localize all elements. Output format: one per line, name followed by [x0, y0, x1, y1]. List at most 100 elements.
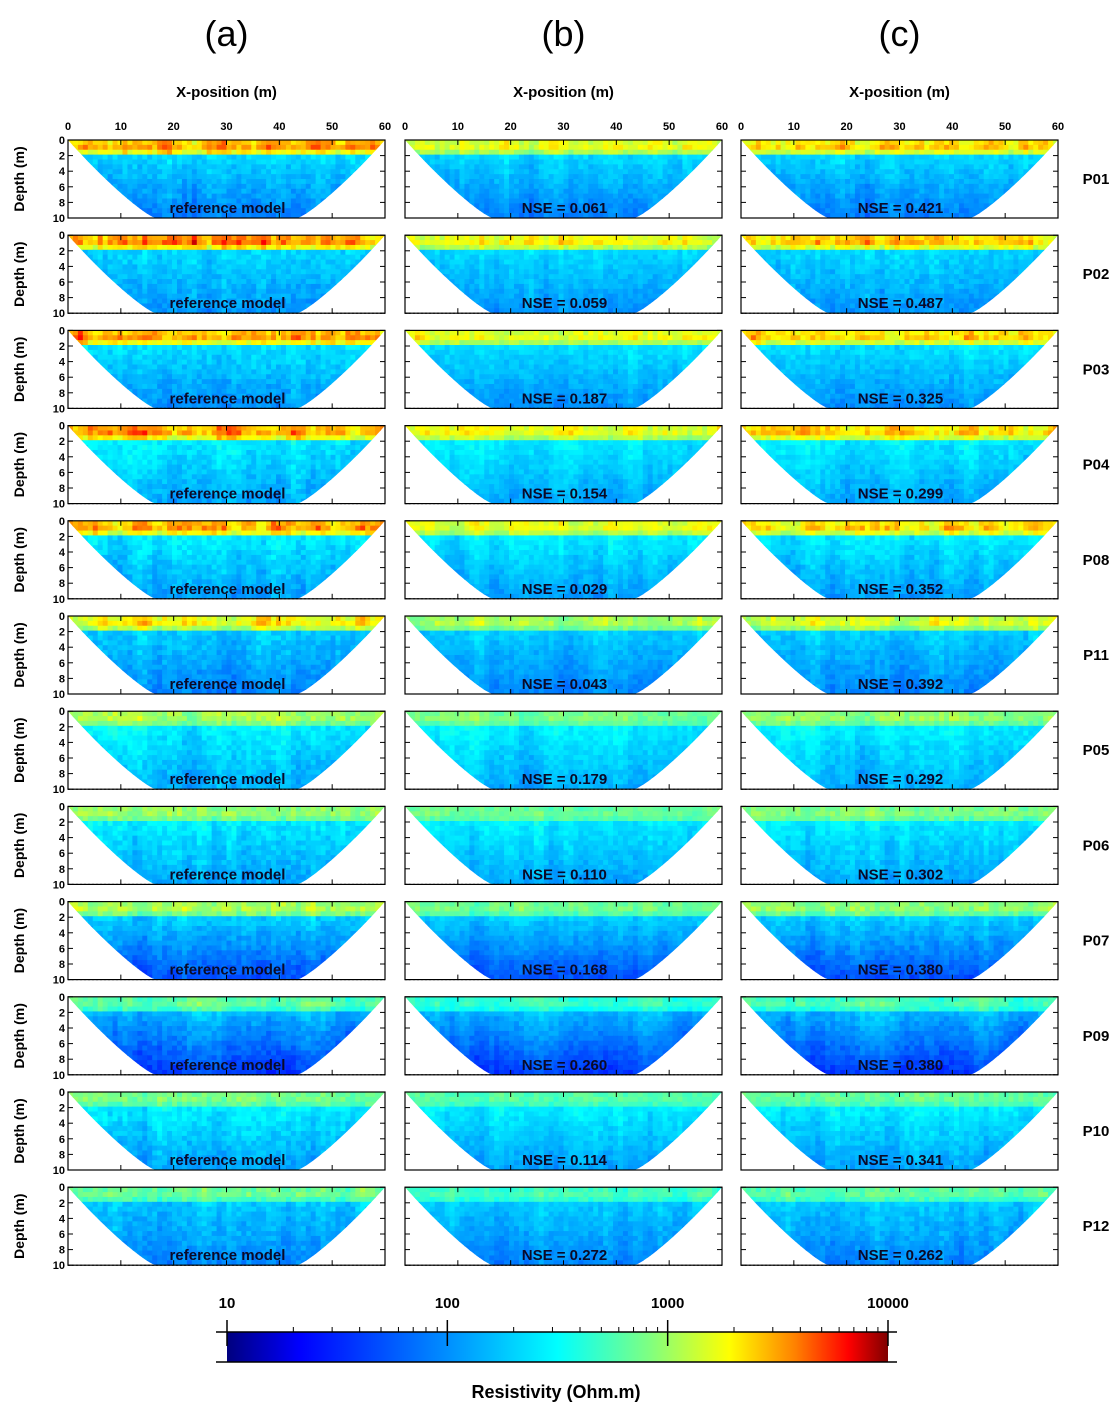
- resistivity-cell: [325, 144, 332, 151]
- resistivity-cell: [914, 140, 920, 146]
- resistivity-cell: [489, 213, 495, 218]
- resistivity-cell: [513, 144, 520, 151]
- resistivity-cell: [310, 140, 317, 146]
- resistivity-cell: [335, 259, 342, 266]
- resistivity-cell: [241, 140, 247, 146]
- resistivity-cell: [82, 198, 89, 204]
- resistivity-cell: [513, 169, 520, 175]
- resistivity-cell: [196, 269, 203, 275]
- resistivity-cell: [405, 240, 411, 246]
- resistivity-cell: [360, 169, 366, 175]
- resistivity-cell: [657, 235, 664, 241]
- resistivity-cell: [201, 154, 208, 161]
- resistivity-cell: [1048, 183, 1054, 190]
- resistivity-cell: [790, 208, 797, 214]
- resistivity-cell: [340, 279, 346, 285]
- resistivity-cell: [667, 279, 674, 285]
- resistivity-cell: [622, 213, 629, 218]
- resistivity-cell: [355, 303, 361, 309]
- resistivity-cell: [186, 149, 193, 156]
- resistivity-cell: [573, 269, 579, 275]
- resistivity-cell: [469, 269, 475, 275]
- resistivity-cell: [879, 198, 886, 204]
- resistivity-cell: [310, 293, 317, 300]
- resistivity-cell: [137, 188, 143, 195]
- resistivity-cell: [236, 188, 242, 195]
- resistivity-cell: [405, 208, 411, 214]
- resistivity-cell: [894, 164, 901, 170]
- resistivity-cell: [840, 179, 846, 185]
- resistivity-cell: [632, 274, 639, 280]
- resistivity-cell: [889, 179, 896, 185]
- resistivity-cell: [360, 193, 366, 200]
- resistivity-cell: [186, 293, 193, 300]
- resistivity-cell: [489, 288, 495, 295]
- resistivity-cell: [687, 208, 693, 214]
- resistivity-cell: [142, 154, 148, 161]
- resistivity-cell: [295, 208, 302, 214]
- resistivity-cell: [152, 249, 158, 256]
- resistivity-cell: [330, 149, 337, 156]
- resistivity-cell: [677, 183, 683, 190]
- resistivity-cell: [191, 269, 198, 275]
- resistivity-cell: [231, 169, 237, 175]
- resistivity-cell: [444, 164, 451, 170]
- resistivity-cell: [909, 169, 915, 175]
- resistivity-cell: [647, 140, 654, 146]
- resistivity-cell: [82, 279, 89, 285]
- resistivity-cell: [439, 279, 446, 285]
- resistivity-cell: [667, 159, 674, 165]
- resistivity-cell: [504, 169, 510, 175]
- resistivity-cell: [127, 193, 133, 200]
- resistivity-cell: [365, 140, 371, 146]
- resistivity-cell: [652, 283, 659, 290]
- resistivity-cell: [82, 240, 89, 246]
- resistivity-cell: [211, 249, 218, 256]
- resistivity-cell: [226, 164, 233, 170]
- resistivity-cell: [583, 140, 589, 146]
- resistivity-cell: [87, 264, 94, 270]
- resistivity-cell: [82, 193, 89, 200]
- resistivity-cell: [667, 264, 674, 270]
- resistivity-cell: [261, 154, 267, 161]
- resistivity-cell: [256, 288, 262, 295]
- resistivity-cell: [211, 179, 218, 185]
- resistivity-cell: [236, 198, 242, 204]
- resistivity-cell: [186, 208, 193, 214]
- resistivity-cell: [904, 213, 910, 218]
- resistivity-cell: [157, 198, 163, 204]
- resistivity-cell: [1013, 188, 1019, 195]
- resistivity-cell: [201, 144, 208, 151]
- resistivity-cell: [677, 259, 683, 266]
- resistivity-cell: [434, 193, 441, 200]
- resistivity-cell: [608, 240, 614, 246]
- resistivity-cell: [800, 144, 806, 151]
- resistivity-cell: [548, 159, 555, 165]
- resistivity-cell: [944, 179, 950, 185]
- resistivity-cell: [271, 174, 277, 180]
- resistivity-cell: [568, 183, 574, 190]
- resistivity-cell: [211, 183, 218, 190]
- resistivity-cell: [87, 203, 94, 209]
- resistivity-cell: [251, 154, 257, 161]
- resistivity-cell: [672, 203, 679, 209]
- resistivity-cell: [290, 198, 297, 204]
- resistivity-cell: [939, 193, 945, 200]
- resistivity-cell: [280, 254, 287, 261]
- resistivity-cell: [869, 144, 876, 151]
- resistivity-cell: [1033, 174, 1039, 180]
- resistivity-cell: [464, 208, 470, 214]
- resistivity-cell: [528, 240, 535, 246]
- resistivity-cell: [904, 144, 910, 151]
- resistivity-cell: [429, 174, 436, 180]
- resistivity-cell: [300, 174, 307, 180]
- resistivity-cell: [528, 193, 535, 200]
- resistivity-cell: [568, 254, 574, 261]
- resistivity-cell: [755, 164, 762, 170]
- resistivity-cell: [988, 164, 995, 170]
- resistivity-cell: [513, 244, 520, 251]
- resistivity-cell: [598, 203, 604, 209]
- resistivity-cell: [276, 174, 282, 180]
- resistivity-cell: [290, 193, 297, 200]
